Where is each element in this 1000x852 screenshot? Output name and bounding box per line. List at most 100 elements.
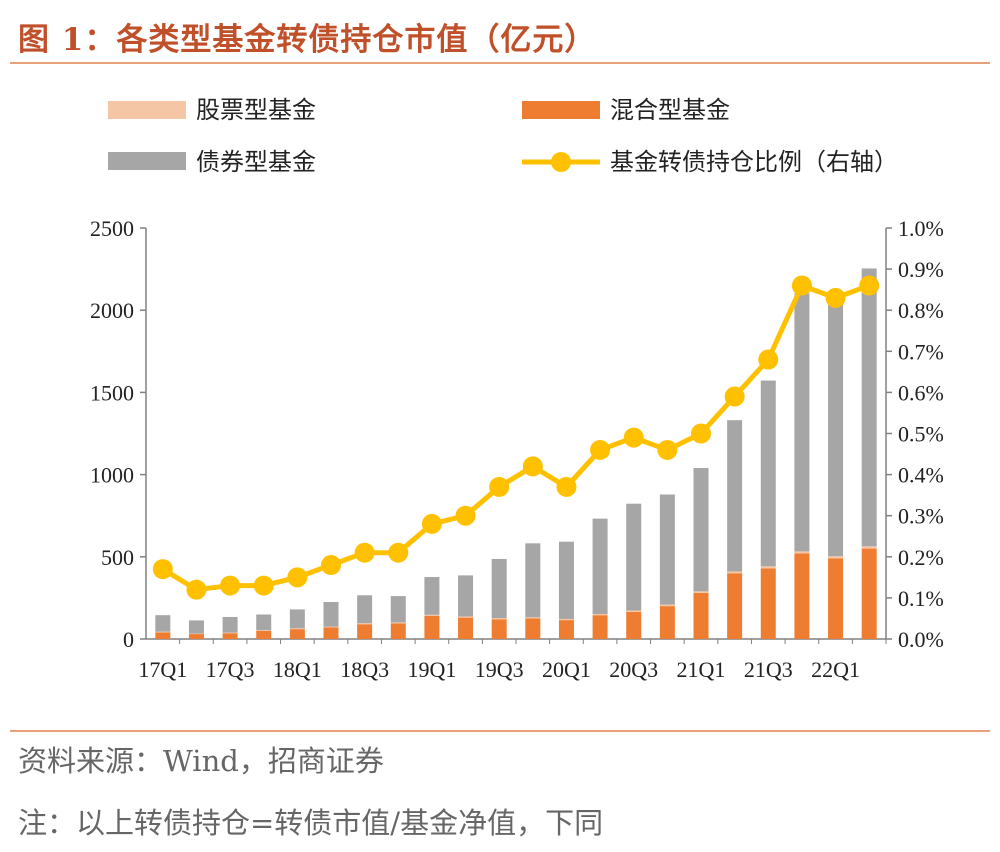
bar-mixed <box>727 573 743 639</box>
bar-bond <box>323 602 339 627</box>
bar-stock <box>323 626 339 628</box>
bar-stock <box>289 628 305 630</box>
right-tick-label: 1.0% <box>898 216 944 241</box>
legend: 股票型基金 混合型基金 债券型基金 基金转债持仓比例（右轴） <box>108 96 898 176</box>
bar-stock <box>693 591 709 593</box>
bar-stock <box>491 618 507 620</box>
bar-bond <box>289 609 305 629</box>
right-tick-label: 0.2% <box>898 545 944 570</box>
bar-stock <box>861 546 877 549</box>
bar-bond <box>188 620 204 634</box>
bar-stock <box>525 617 541 619</box>
bar-mixed <box>794 553 810 639</box>
bar-mixed <box>289 629 305 639</box>
ratio-point <box>623 427 644 448</box>
ratio-point <box>186 579 207 600</box>
legend-swatch-bond <box>108 152 186 170</box>
bar-stock <box>558 618 574 621</box>
bar-mixed <box>828 558 844 639</box>
bar-bond <box>626 503 642 611</box>
ratio-point <box>321 555 341 576</box>
bar-stock <box>458 616 474 618</box>
ratio-point <box>354 542 375 563</box>
left-tick-label: 1000 <box>90 463 134 488</box>
bar-bond <box>794 293 810 552</box>
right-tick-label: 0.1% <box>898 586 944 611</box>
right-tick-label: 0.3% <box>898 504 944 529</box>
bar-mixed <box>323 627 339 639</box>
bar-mixed <box>222 633 238 639</box>
bar-stock <box>155 631 171 633</box>
right-tick-label: 0.0% <box>898 627 944 652</box>
bar-stock <box>424 614 440 616</box>
footer-rule <box>10 730 990 732</box>
x-tick-label: 21Q3 <box>744 657 793 682</box>
bar-stock <box>828 556 844 559</box>
ratio-point <box>152 559 173 580</box>
bar-mixed <box>558 620 574 639</box>
legend-swatch-stock <box>108 101 186 119</box>
bar-bond <box>222 616 238 633</box>
legend-label-mixed: 混合型基金 <box>610 96 730 124</box>
bar-mixed <box>760 568 776 639</box>
x-tick-label: 17Q3 <box>206 657 255 682</box>
bar-mixed <box>357 624 373 639</box>
bar-bond <box>155 615 171 632</box>
bar-mixed <box>626 611 642 639</box>
ratio-point <box>691 423 711 444</box>
x-tick-label: 18Q1 <box>273 657 322 682</box>
right-tick-label: 0.4% <box>898 463 944 488</box>
x-tick-label: 19Q1 <box>407 657 456 682</box>
bar-mixed <box>659 606 675 639</box>
right-tick-label: 0.8% <box>898 298 944 323</box>
x-tick-label: 22Q1 <box>811 657 860 682</box>
x-tick-label: 21Q1 <box>677 657 726 682</box>
legend-marker-ratio <box>551 152 571 172</box>
bar-bond <box>727 420 743 572</box>
bar-stock <box>760 566 776 569</box>
footnote: 注：以上转债持仓=转债市值/基金净值，下同 <box>18 806 604 840</box>
ratio-point <box>791 275 812 296</box>
bar-mixed <box>390 623 406 639</box>
ratio-point <box>724 386 745 407</box>
ratio-point <box>421 513 442 534</box>
bar-mixed <box>693 592 709 639</box>
left-tick-label: 2500 <box>90 216 134 241</box>
bars <box>155 268 877 639</box>
legend-label-ratio: 基金转债持仓比例（右轴） <box>610 148 898 176</box>
right-tick-label: 0.6% <box>898 380 944 405</box>
bar-mixed <box>592 615 608 639</box>
ratio-line <box>152 275 880 600</box>
x-tick-label: 17Q1 <box>138 657 187 682</box>
bar-bond <box>693 468 709 592</box>
x-tick-label: 20Q1 <box>542 657 591 682</box>
ratio-point <box>590 439 611 460</box>
ratio-point <box>825 287 846 308</box>
figure-title: 图 1：各类型基金转债持仓市值（亿元） <box>18 22 597 58</box>
title-rule <box>10 62 990 64</box>
bar-stock <box>222 632 238 634</box>
bar-bond <box>525 543 541 618</box>
bar-bond <box>491 558 507 619</box>
bar-bond <box>828 304 844 557</box>
bar-stock <box>794 551 810 554</box>
bar-mixed <box>861 548 877 639</box>
legend-label-bond: 债券型基金 <box>196 148 316 176</box>
bar-bond <box>592 518 608 615</box>
ratio-line-path <box>161 283 871 593</box>
legend-swatch-mixed <box>522 101 600 119</box>
ratio-point <box>522 456 543 477</box>
ratio-point <box>859 275 880 296</box>
ratio-point <box>388 542 409 563</box>
ratio-point <box>455 505 476 526</box>
ratio-point <box>556 476 577 497</box>
bar-mixed <box>491 619 507 639</box>
x-tick-label: 20Q3 <box>609 657 658 682</box>
bar-stock <box>390 622 406 624</box>
ratio-point <box>220 575 241 596</box>
bar-bond <box>424 577 440 615</box>
legend-label-stock: 股票型基金 <box>196 96 316 124</box>
axes: 0 500 1000 1500 2000 2500 0.0% 0.1% 0.2% 0.3% 0.4%… <box>90 216 944 682</box>
bar-mixed <box>525 618 541 639</box>
bar-stock <box>727 571 743 574</box>
